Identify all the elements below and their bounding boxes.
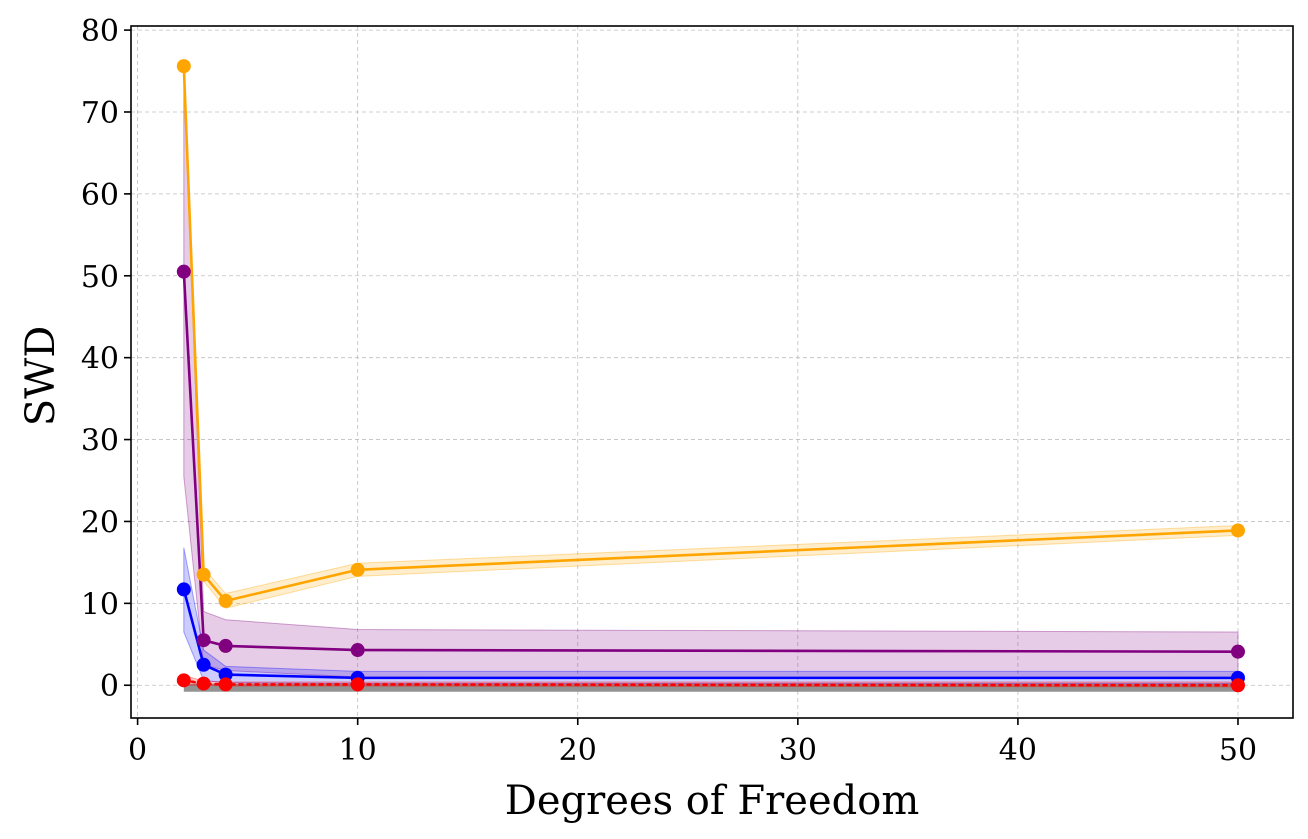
series-lines	[182, 66, 1240, 687]
series-point-2	[176, 582, 191, 597]
series-line-1	[182, 271, 1238, 653]
series-point-3	[1230, 678, 1245, 693]
series-point-0	[1230, 523, 1245, 538]
y-tick-label: 20	[81, 505, 119, 540]
y-tick-label: 30	[81, 424, 119, 459]
x-axis-label: Degrees of Freedom	[505, 778, 920, 824]
series-point-0	[350, 562, 365, 577]
x-tick-label: 0	[128, 733, 147, 768]
series-point-1	[196, 633, 211, 648]
y-tick-label: 60	[81, 178, 119, 213]
series-point-0	[218, 593, 233, 608]
series-point-3	[176, 673, 191, 688]
y-axis-label: SWD	[18, 326, 64, 427]
x-tick-label: 20	[559, 733, 597, 768]
series-point-0	[176, 59, 191, 74]
y-tick-label: 40	[81, 342, 119, 377]
series-points	[176, 59, 1245, 693]
series-point-2	[218, 667, 233, 682]
series-point-1	[350, 643, 365, 658]
series-point-1	[176, 264, 191, 279]
y-tick-label: 70	[81, 96, 119, 131]
confidence-bands	[183, 66, 1239, 692]
y-tick-label: 10	[81, 587, 119, 622]
y-tick-label: 80	[81, 14, 119, 49]
x-tick-label: 40	[999, 733, 1037, 768]
x-tick-label: 10	[339, 733, 377, 768]
x-axis-ticks: 0 10 20 30 40 50	[128, 718, 1257, 768]
x-tick-label: 50	[1219, 733, 1257, 768]
series-point-2	[196, 657, 211, 672]
grid-lines	[131, 26, 1293, 718]
series-point-1	[218, 638, 233, 653]
series-point-1	[1230, 644, 1245, 659]
series-line-0	[182, 66, 1239, 603]
series-band-1	[183, 66, 1239, 680]
series-point-3	[218, 677, 233, 692]
series-point-3	[196, 676, 211, 691]
y-axis-ticks: 0 10 20 30 40 50 60 70 80	[81, 14, 131, 704]
y-tick-label: 0	[100, 669, 119, 704]
y-tick-label: 50	[81, 260, 119, 295]
x-tick-label: 30	[779, 733, 817, 768]
series-band-0	[183, 66, 1239, 609]
plot-frame	[130, 25, 1294, 719]
series-point-0	[196, 567, 211, 582]
series-point-3	[350, 677, 365, 692]
